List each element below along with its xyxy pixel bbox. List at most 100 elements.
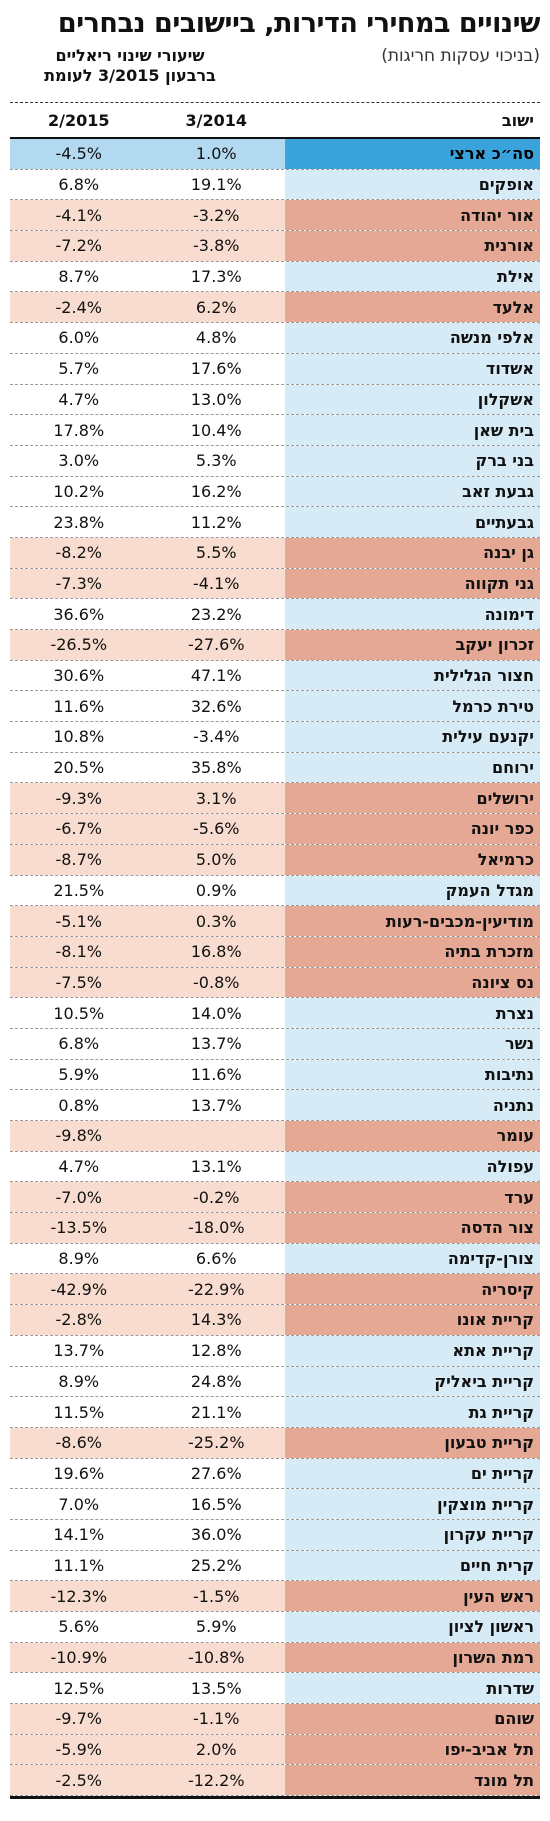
- table-row: כרמיאל 5.0% -8.7%: [10, 844, 540, 876]
- value-2015: 5.6%: [10, 1612, 148, 1642]
- settlement-name: ירוחם: [285, 752, 540, 783]
- value-2015: 11.5%: [10, 1397, 148, 1427]
- settlement-name: אופקים: [285, 169, 540, 200]
- value-2014: -1.1%: [147, 1704, 285, 1734]
- settlement-name: נצרת: [285, 998, 540, 1028]
- value-2014: 47.1%: [147, 660, 285, 691]
- table-row: אשדוד 17.6% 5.7%: [10, 353, 540, 385]
- settlement-name: מזכרת בתיה: [285, 936, 540, 967]
- settlement-name: אלפי מנשה: [285, 323, 540, 353]
- settlement-name: אלעד: [285, 292, 540, 323]
- value-2014: 19.1%: [147, 169, 285, 200]
- value-2015: 11.1%: [10, 1550, 148, 1581]
- value-2014: 13.7%: [147, 1090, 285, 1120]
- value-2014: 21.1%: [147, 1397, 285, 1427]
- value-2015: -8.7%: [10, 844, 148, 875]
- settlement-name: קרית חיים: [285, 1550, 540, 1581]
- settlement-name: קריית מוצקין: [285, 1489, 540, 1519]
- table-row: כפר יונה -5.6% -6.7%: [10, 814, 540, 845]
- table-row: זכרון יעקב -27.6% -26.5%: [10, 630, 540, 661]
- value-2014: 6.6%: [147, 1243, 285, 1274]
- table-row: טירת כרמל 32.6% 11.6%: [10, 691, 540, 723]
- settlement-name: קריית גת: [285, 1397, 540, 1427]
- value-2015: 0.8%: [10, 1090, 148, 1120]
- table-row: תל מונד -12.2% -2.5%: [10, 1765, 540, 1797]
- settlement-name: ראשון לציון: [285, 1612, 540, 1642]
- column-note-line-2: ברבעון 3/2015 לעומת: [44, 66, 216, 85]
- settlement-name: בני ברק: [285, 445, 540, 476]
- value-2015: -4.5%: [10, 139, 148, 169]
- value-2014: 0.3%: [147, 906, 285, 936]
- table-row: קריית טבעון -25.2% -8.6%: [10, 1427, 540, 1459]
- settlement-name: אורנית: [285, 231, 540, 261]
- table-row: אלעד 6.2% -2.4%: [10, 292, 540, 324]
- value-2014: 1.0%: [147, 139, 285, 169]
- value-2014: 27.6%: [147, 1458, 285, 1489]
- value-2014: 24.8%: [147, 1366, 285, 1397]
- table-row: ירוחם 35.8% 20.5%: [10, 752, 540, 784]
- value-2014: 14.0%: [147, 998, 285, 1028]
- settlement-name: קריית ים: [285, 1458, 540, 1489]
- value-2014: 5.5%: [147, 537, 285, 568]
- value-2015: 10.2%: [10, 476, 148, 507]
- table-row: נשר 13.7% 6.8%: [10, 1028, 540, 1060]
- table-row: צורן-קדימה 6.6% 8.9%: [10, 1243, 540, 1275]
- value-2015: 17.8%: [10, 415, 148, 445]
- value-2015: 30.6%: [10, 660, 148, 691]
- subtitle: (בניכוי עסקות חריגות): [381, 46, 540, 66]
- settlement-name: שדרות: [285, 1673, 540, 1704]
- value-2015: 5.9%: [10, 1059, 148, 1090]
- value-2015: 21.5%: [10, 875, 148, 906]
- settlement-name: אשקלון: [285, 384, 540, 415]
- value-2014: 11.6%: [147, 1059, 285, 1090]
- settlement-name: נתניה: [285, 1090, 540, 1120]
- value-2015: -8.6%: [10, 1427, 148, 1458]
- settlement-name: דימונה: [285, 599, 540, 629]
- value-2014: 17.6%: [147, 353, 285, 384]
- table-row: קריית אונו 14.3% -2.8%: [10, 1305, 540, 1336]
- value-2014: -12.2%: [147, 1765, 285, 1796]
- header-2014: 3/2014: [185, 110, 247, 130]
- table-row: קיסריה -22.9% -42.9%: [10, 1274, 540, 1306]
- value-2014: 16.8%: [147, 936, 285, 967]
- table-row: דימונה 23.2% 36.6%: [10, 599, 540, 630]
- value-2015: -9.7%: [10, 1704, 148, 1734]
- value-2015: 14.1%: [10, 1519, 148, 1550]
- settlement-name: אשדוד: [285, 353, 540, 384]
- value-2014: 4.8%: [147, 323, 285, 353]
- value-2015: 4.7%: [10, 384, 148, 415]
- value-2015: 6.8%: [10, 169, 148, 200]
- settlement-name: סה״כ ארצי: [285, 139, 540, 169]
- column-note-line-1: שיעורי שינוי ריאליים: [55, 46, 205, 65]
- table-row: נס ציונה -0.8% -7.5%: [10, 967, 540, 999]
- settlement-name: גבעת זאב: [285, 476, 540, 507]
- settlement-name: חצור הגלילית: [285, 660, 540, 691]
- value-2014: [147, 1121, 285, 1151]
- value-2015: -8.2%: [10, 537, 148, 568]
- settlement-name: גבעתיים: [285, 507, 540, 537]
- value-2014: -22.9%: [147, 1274, 285, 1305]
- settlement-name: עפולה: [285, 1151, 540, 1182]
- value-2015: -5.1%: [10, 906, 148, 936]
- header-settlement: ישוב: [501, 110, 534, 130]
- table-row: נתניה 13.7% 0.8%: [10, 1090, 540, 1121]
- table-row: חצור הגלילית 47.1% 30.6%: [10, 660, 540, 692]
- value-2014: 16.5%: [147, 1489, 285, 1519]
- value-2015: -2.8%: [10, 1305, 148, 1335]
- value-2015: -10.9%: [10, 1642, 148, 1673]
- settlement-name: מודיעין-מכבים-רעות: [285, 906, 540, 936]
- settlement-name: כפר יונה: [285, 814, 540, 844]
- value-2014: -4.1%: [147, 568, 285, 599]
- settlement-name: קריית עקרון: [285, 1519, 540, 1550]
- table-row: קריית ים 27.6% 19.6%: [10, 1458, 540, 1490]
- settlement-name: ערד: [285, 1182, 540, 1213]
- value-2015: -7.3%: [10, 568, 148, 599]
- settlement-name: רמת השרון: [285, 1642, 540, 1673]
- settlement-name: ירושלים: [285, 783, 540, 814]
- value-2014: 13.1%: [147, 1151, 285, 1182]
- table-row: נצרת 14.0% 10.5%: [10, 998, 540, 1029]
- value-2015: 36.6%: [10, 599, 148, 629]
- value-2015: 8.9%: [10, 1366, 148, 1397]
- table-row: קריית אתא 12.8% 13.7%: [10, 1335, 540, 1367]
- top-divider: [10, 102, 540, 103]
